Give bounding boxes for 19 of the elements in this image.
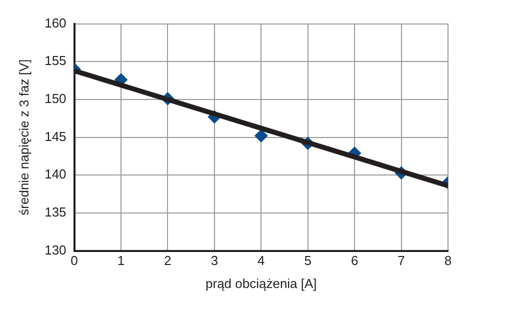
x-tick-label: 8 <box>444 253 452 268</box>
y-tick-label: 140 <box>44 166 66 182</box>
y-tick-label: 150 <box>44 91 66 106</box>
y-tick-label: 155 <box>44 53 66 68</box>
y-tick-label: 130 <box>44 242 66 258</box>
x-tick-label: 3 <box>210 253 218 268</box>
x-axis-title: prąd obciążenia [A] <box>205 276 317 291</box>
x-tick-label: 6 <box>350 253 358 268</box>
x-tick-label: 2 <box>164 253 172 268</box>
y-tick-label: 145 <box>44 128 66 144</box>
y-tick-label: 135 <box>44 204 66 220</box>
y-axis-title: średnie napięcie z 3 faz [V] <box>16 59 32 216</box>
x-tick-label: 0 <box>70 253 78 268</box>
point <box>254 129 268 142</box>
x-tick-label: 4 <box>258 253 265 268</box>
x-tick-label: 1 <box>117 253 125 268</box>
y-tick-label: 160 <box>44 15 66 30</box>
x-tick-label: 5 <box>304 253 312 268</box>
x-tick-label: 7 <box>398 253 405 268</box>
